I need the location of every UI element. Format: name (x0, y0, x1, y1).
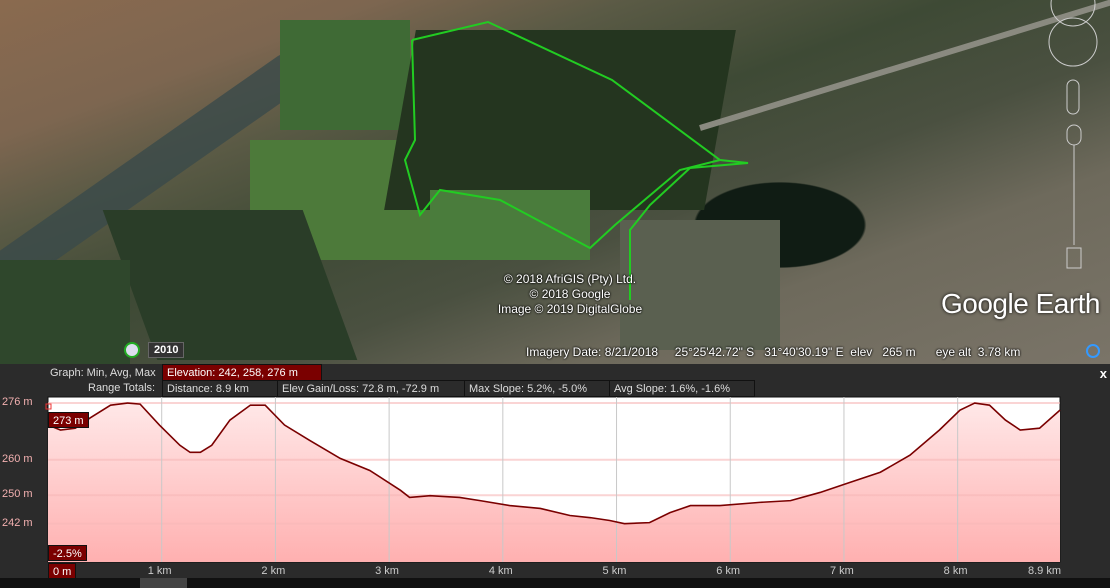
field (280, 20, 410, 130)
x-tick-label: 1 km (147, 565, 172, 577)
x-tick-label: 6 km (716, 565, 741, 577)
y-tick-label: 260 m (2, 452, 33, 465)
graph-label: Graph: Min, Avg, Max (50, 367, 156, 379)
y-tick-label: 242 m (2, 516, 33, 529)
x-tick-label: 7 km (829, 565, 854, 577)
x-tick-label: 4 km (488, 565, 513, 577)
elevation-area (48, 403, 1060, 562)
cursor-elevation: 273 m (48, 412, 89, 428)
scrollbar-thumb[interactable] (140, 578, 187, 588)
zoom-minus-icon (1066, 247, 1082, 269)
y-tick-label: 276 m (2, 396, 33, 409)
cursor-distance: 0 m (48, 563, 77, 579)
status-bar: Imagery Date: 8/21/2018 25°25'42.72" S 3… (526, 345, 1020, 359)
x-tick-label: 5 km (602, 565, 627, 577)
street-view-pegman-icon (1066, 79, 1080, 115)
copyright-google: © 2018 Google (529, 287, 611, 301)
cursor-marker (45, 403, 52, 410)
eye-alt-value: 3.78 km (977, 345, 1021, 359)
field (0, 260, 130, 364)
field (430, 190, 590, 260)
historical-imagery-icon[interactable] (124, 342, 140, 358)
x-tick-label: 2 km (261, 565, 286, 577)
range-totals-label: Range Totals: (88, 382, 156, 394)
x-tick-label: 8 km (943, 565, 968, 577)
path-outline (403, 20, 749, 300)
taskbar-strip (0, 578, 1110, 588)
eye-alt-label: eye alt (935, 345, 972, 359)
map-copyright: © 2018 AfriGIS (Pty) Ltd. © 2018 Google … (470, 272, 670, 317)
look-joystick-icon (1048, 17, 1098, 67)
imagery-date: Imagery Date: 8/21/2018 (526, 345, 659, 359)
elev-gain-loss: Elev Gain/Loss: 72.8 m, -72.9 m (277, 380, 465, 397)
copyright-digitalglobe: Image © 2019 DigitalGlobe (497, 302, 643, 316)
google-earth-logo: Google Earth (941, 288, 1101, 319)
status-indicator-icon (1086, 344, 1100, 358)
navigation-controls[interactable] (1043, 0, 1103, 270)
map-view[interactable]: © 2018 AfriGIS (Pty) Ltd. © 2018 Google … (0, 0, 1110, 364)
copyright-afrigis: © 2018 AfriGIS (Pty) Ltd. (503, 272, 637, 286)
x-tick-label: 3 km (375, 565, 399, 577)
elevation-line (47, 402, 1061, 525)
avg-slope: Avg Slope: 1.6%, -1.6% (609, 380, 755, 397)
cursor-slope: -2.5% (48, 545, 87, 561)
x-tick-label: 8.9 km (1028, 565, 1062, 577)
close-profile-button[interactable]: x (1099, 366, 1107, 381)
historical-year[interactable]: 2010 (148, 342, 185, 358)
elev-label: elev (850, 345, 873, 359)
elevation-value: 265 m (882, 345, 916, 359)
elevation-summary[interactable]: Elevation: 242, 258, 276 m (162, 364, 322, 381)
latitude: 25°25'42.72" S (674, 345, 755, 359)
y-tick-label: 250 m (2, 488, 33, 501)
longitude: 31°40'30.19" E (764, 345, 844, 359)
field (620, 220, 780, 350)
